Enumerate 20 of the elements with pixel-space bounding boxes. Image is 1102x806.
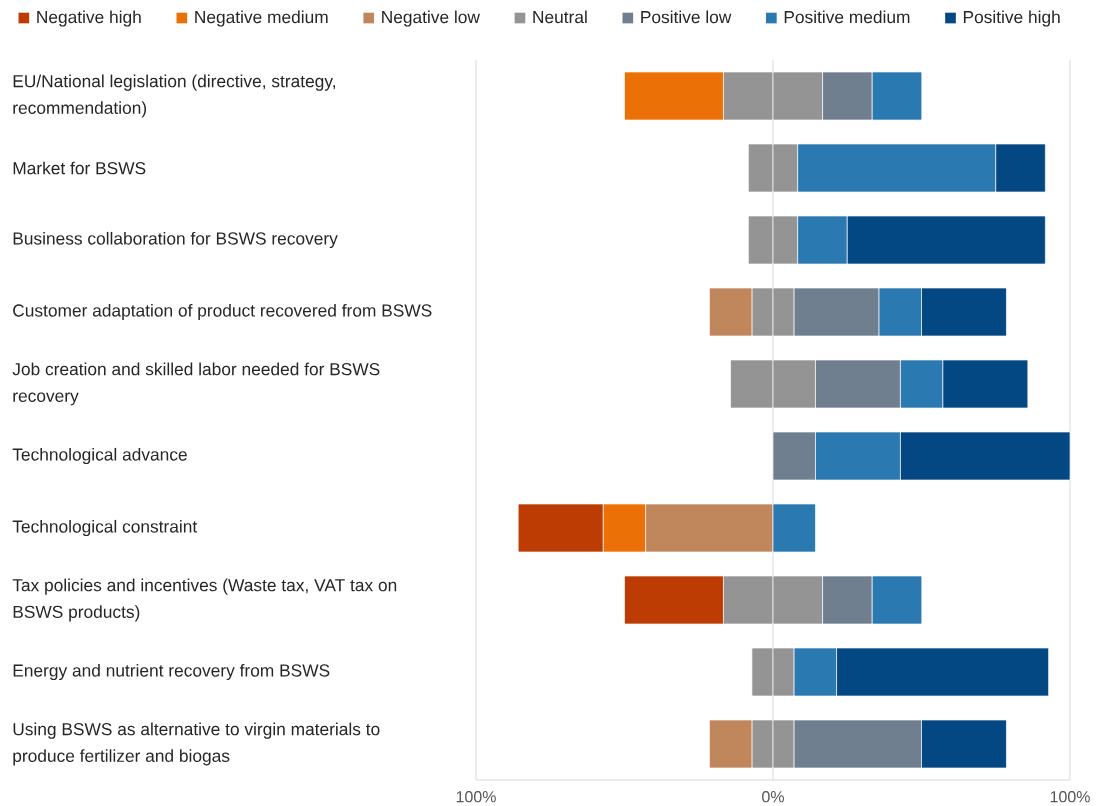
y-tick-label: Energy and nutrient recovery from BSWS xyxy=(13,663,330,681)
y-tick-label: Business collaboration for BSWS recovery xyxy=(13,231,338,249)
legend-label: Positive medium xyxy=(784,10,910,24)
x-tick-label: 100% xyxy=(1050,791,1090,803)
y-tick-label: Tax policies and incentives (Waste tax, VAT tax on BSWS products) xyxy=(12,578,397,622)
legend-label: Negative low xyxy=(382,10,480,27)
y-tick-label: Customer adaptation of product recovered from BSWS xyxy=(13,303,432,321)
y-tick-label: Job creation and skilled labor needed for BSWS recovery xyxy=(12,362,380,406)
x-tick-label: 100% xyxy=(456,791,496,803)
y-tick-label: Using BSWS as alternative to virgin materials to produce fertilizer and biogas xyxy=(13,722,380,766)
y-tick-label: EU/National legislation (directive, strategy, recommendation) xyxy=(13,74,336,118)
y-tick-label: Technological constraint xyxy=(12,519,198,537)
x-tick-label: 0% xyxy=(762,791,784,803)
legend-label: Negative medium xyxy=(195,10,328,27)
legend-label: Positive high xyxy=(963,10,1060,27)
legend-label: Neutral xyxy=(533,10,587,24)
legend-label: Positive low xyxy=(641,10,732,24)
legend-label: Negative high xyxy=(37,10,141,27)
y-tick-label: Technological advance xyxy=(12,447,187,465)
y-tick-label: Market for BSWS xyxy=(13,161,146,175)
